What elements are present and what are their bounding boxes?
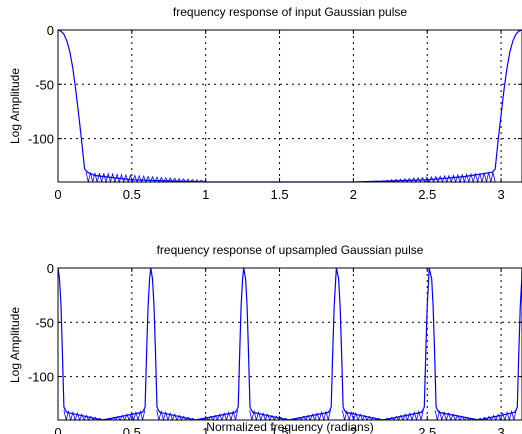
top-axes: frequency response of input Gaussian pul… — [8, 5, 522, 202]
top-chart-title: frequency response of input Gaussian pul… — [173, 5, 407, 19]
bottom-x-tick-label: 0.5 — [123, 425, 141, 434]
bottom-y-axis-label: Log Amplitude — [8, 307, 22, 383]
bottom-axes-frame — [57, 267, 522, 421]
bottom-chart-title: frequency response of upsampled Gaussian… — [157, 243, 424, 257]
bottom-y-tick-label: -100 — [28, 370, 54, 385]
bottom-y-tick-label: -50 — [35, 315, 54, 330]
top-y-axis-label: Log Amplitude — [8, 68, 22, 144]
top-x-tick-labels: 0 0.5 1 1.5 2 2.5 3 — [54, 187, 504, 202]
bottom-axes: frequency response of upsampled Gaussian… — [8, 243, 522, 434]
top-plot-area — [58, 30, 522, 182]
top-stopband-ripple — [382, 172, 496, 184]
bottom-x-tick-label: 2.5 — [418, 425, 436, 434]
top-grid — [58, 30, 522, 182]
top-x-tick-label: 3 — [497, 187, 504, 202]
bottom-y-tick-labels: 0 -50 -100 — [28, 261, 54, 385]
top-y-tick-label: -50 — [35, 77, 54, 92]
bottom-plot-area — [58, 268, 522, 420]
bottom-x-axis-label: Normalized frequency (radians) — [206, 420, 373, 434]
top-x-tick-label: 1 — [202, 187, 209, 202]
bottom-x-tick-label: 1 — [202, 425, 209, 434]
top-x-tick-label: 1.5 — [271, 187, 289, 202]
bottom-x-tick-label: 2 — [350, 425, 357, 434]
top-y-tick-label: -100 — [28, 132, 54, 147]
top-x-tick-label: 0 — [54, 187, 61, 202]
bottom-x-tick-label: 1.5 — [271, 425, 289, 434]
bottom-grid — [58, 268, 522, 420]
top-x-tick-label: 0.5 — [123, 187, 141, 202]
bottom-x-tick-label: 0 — [54, 425, 61, 434]
top-x-tick-label: 2.5 — [418, 187, 436, 202]
top-y-tick-labels: 0 -50 -100 — [28, 23, 54, 147]
top-axes-frame — [57, 29, 522, 183]
top-y-tick-label: 0 — [47, 23, 54, 38]
bottom-x-tick-labels: 0 0.5 1 1.5 2 2.5 3 — [54, 425, 504, 434]
bottom-x-tick-label: 3 — [497, 425, 504, 434]
top-x-tick-label: 2 — [350, 187, 357, 202]
bottom-y-tick-label: 0 — [47, 261, 54, 276]
